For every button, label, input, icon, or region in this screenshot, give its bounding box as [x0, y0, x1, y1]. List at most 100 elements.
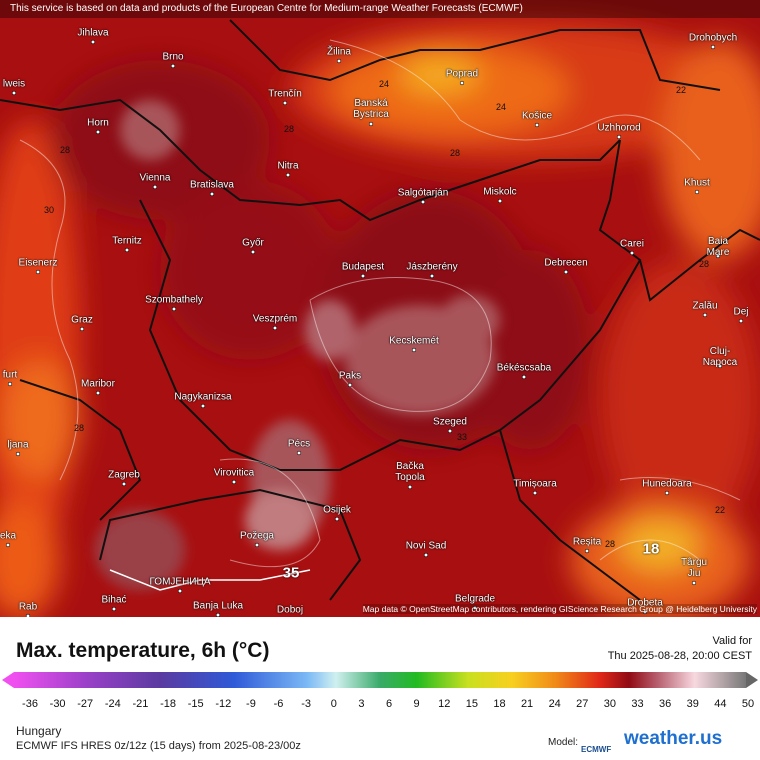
city-dot: [5, 542, 11, 548]
contour-label: 28: [449, 148, 461, 158]
colorbar-tick-label: 21: [520, 698, 534, 710]
contour-label: 24: [378, 79, 390, 89]
valid-time: Thu 2025-08-28, 20:00 CEST: [607, 650, 752, 662]
city-label: Reșita: [572, 536, 602, 548]
city-dot: [497, 198, 503, 204]
city-label: Bačka Topola: [395, 461, 425, 483]
city-dot: [272, 325, 278, 331]
city-label: Ternitz: [112, 235, 142, 247]
city-label: Miskolc: [483, 186, 517, 198]
map: [0, 0, 760, 617]
contour-label: 33: [456, 432, 468, 442]
city-dot: [420, 199, 426, 205]
colorbar-tick-label: 24: [548, 698, 561, 710]
colorbar-tick-label: -6: [273, 698, 284, 710]
city-dot: [702, 312, 708, 318]
city-label: Nitra: [277, 160, 299, 172]
model-logo: ECMWF: [581, 745, 612, 754]
city-label: Dej: [733, 306, 749, 318]
city-label: Belgrade: [454, 593, 496, 605]
isotherm: [309, 277, 492, 412]
contour-label: 28: [283, 124, 295, 134]
border: [139, 199, 641, 471]
colorbar-tick-label: -36: [22, 698, 38, 710]
city-label: Timișoara: [513, 478, 557, 490]
city-label: Banja Luka: [192, 600, 244, 612]
colorbar-tick-label: 33: [631, 698, 644, 710]
legend-panel: Max. temperature, 6h (°C) Valid for Thu …: [0, 617, 760, 760]
city-dot: [521, 374, 527, 380]
city-dot: [411, 347, 417, 353]
city-dot: [200, 403, 206, 409]
city-label: Uzhhorod: [597, 122, 641, 134]
city-label: Szeged: [433, 416, 467, 428]
city-dot: [616, 134, 622, 140]
city-label: eka: [0, 530, 17, 542]
city-dot: [691, 580, 697, 586]
city-label: Khust: [684, 177, 710, 189]
city-dot: [296, 450, 302, 456]
city-dot: [407, 484, 413, 490]
city-label: Trenčín: [268, 88, 302, 100]
city-dot: [124, 247, 130, 253]
colorbar-tick-label: -18: [160, 698, 177, 710]
border: [499, 429, 641, 601]
city-dot: [368, 121, 374, 127]
contour-label: 22: [675, 85, 687, 95]
city-dot: [282, 100, 288, 106]
city-dot: [170, 63, 176, 69]
city-dot: [171, 306, 177, 312]
colorbar-tick-label: -3: [301, 698, 312, 710]
colorbar-tick-label: -12: [215, 698, 232, 710]
city-dot: [11, 90, 17, 96]
colorbar-tick-label: 50: [741, 698, 755, 710]
city-dot: [472, 605, 478, 611]
city-label: Maribor: [81, 378, 115, 390]
banner: This service is based on data and produc…: [0, 0, 760, 18]
contour-label: 22: [714, 505, 726, 515]
contour-label: 28: [73, 423, 85, 433]
city-dot: [250, 249, 256, 255]
city-dot: [215, 612, 221, 617]
colorbar-tick-label: 9: [413, 698, 420, 710]
city-label: Zalău: [692, 300, 718, 312]
isotherm: [219, 458, 321, 568]
city-dot: [79, 326, 85, 332]
city-dot: [717, 363, 723, 369]
city-label: Drohobych: [688, 32, 738, 44]
city-dot: [231, 479, 237, 485]
contour-label: 30: [43, 205, 55, 215]
border: [99, 488, 362, 601]
city-label: Žilina: [327, 46, 351, 58]
city-label: Osijek: [323, 504, 351, 516]
city-label: Békéscsaba: [496, 362, 552, 374]
city-label: lweis: [2, 78, 26, 90]
city-label: Budapest: [341, 261, 385, 273]
city-dot: [629, 250, 635, 256]
contour-label: 24: [495, 102, 507, 112]
isotherm: [329, 39, 701, 161]
city-label: Rab: [18, 601, 38, 613]
city-dot: [177, 588, 183, 594]
city-label: Veszprém: [252, 313, 298, 325]
city-dot: [642, 609, 648, 615]
city-dot: [334, 516, 340, 522]
city-dot: [694, 189, 700, 195]
colorbar-tick-label: 12: [438, 698, 451, 710]
border: [19, 379, 142, 521]
colorbar-arrow-right: [746, 672, 758, 688]
city-label: Nagykanizsa: [174, 391, 232, 403]
colorbar-arrow-left: [2, 672, 14, 688]
city-label: Zagreb: [108, 469, 140, 481]
colorbar-tick-label: 3: [358, 698, 365, 710]
border: [0, 98, 621, 222]
colorbar-tick-label: 30: [603, 698, 617, 710]
city-dot: [15, 451, 21, 457]
city-dot: [459, 80, 465, 86]
isotherm: [19, 139, 79, 481]
city-dot: [111, 606, 117, 612]
city-label: Virovitica: [213, 467, 255, 479]
colorbar-gradient: [14, 672, 746, 688]
city-dot: [336, 58, 342, 64]
